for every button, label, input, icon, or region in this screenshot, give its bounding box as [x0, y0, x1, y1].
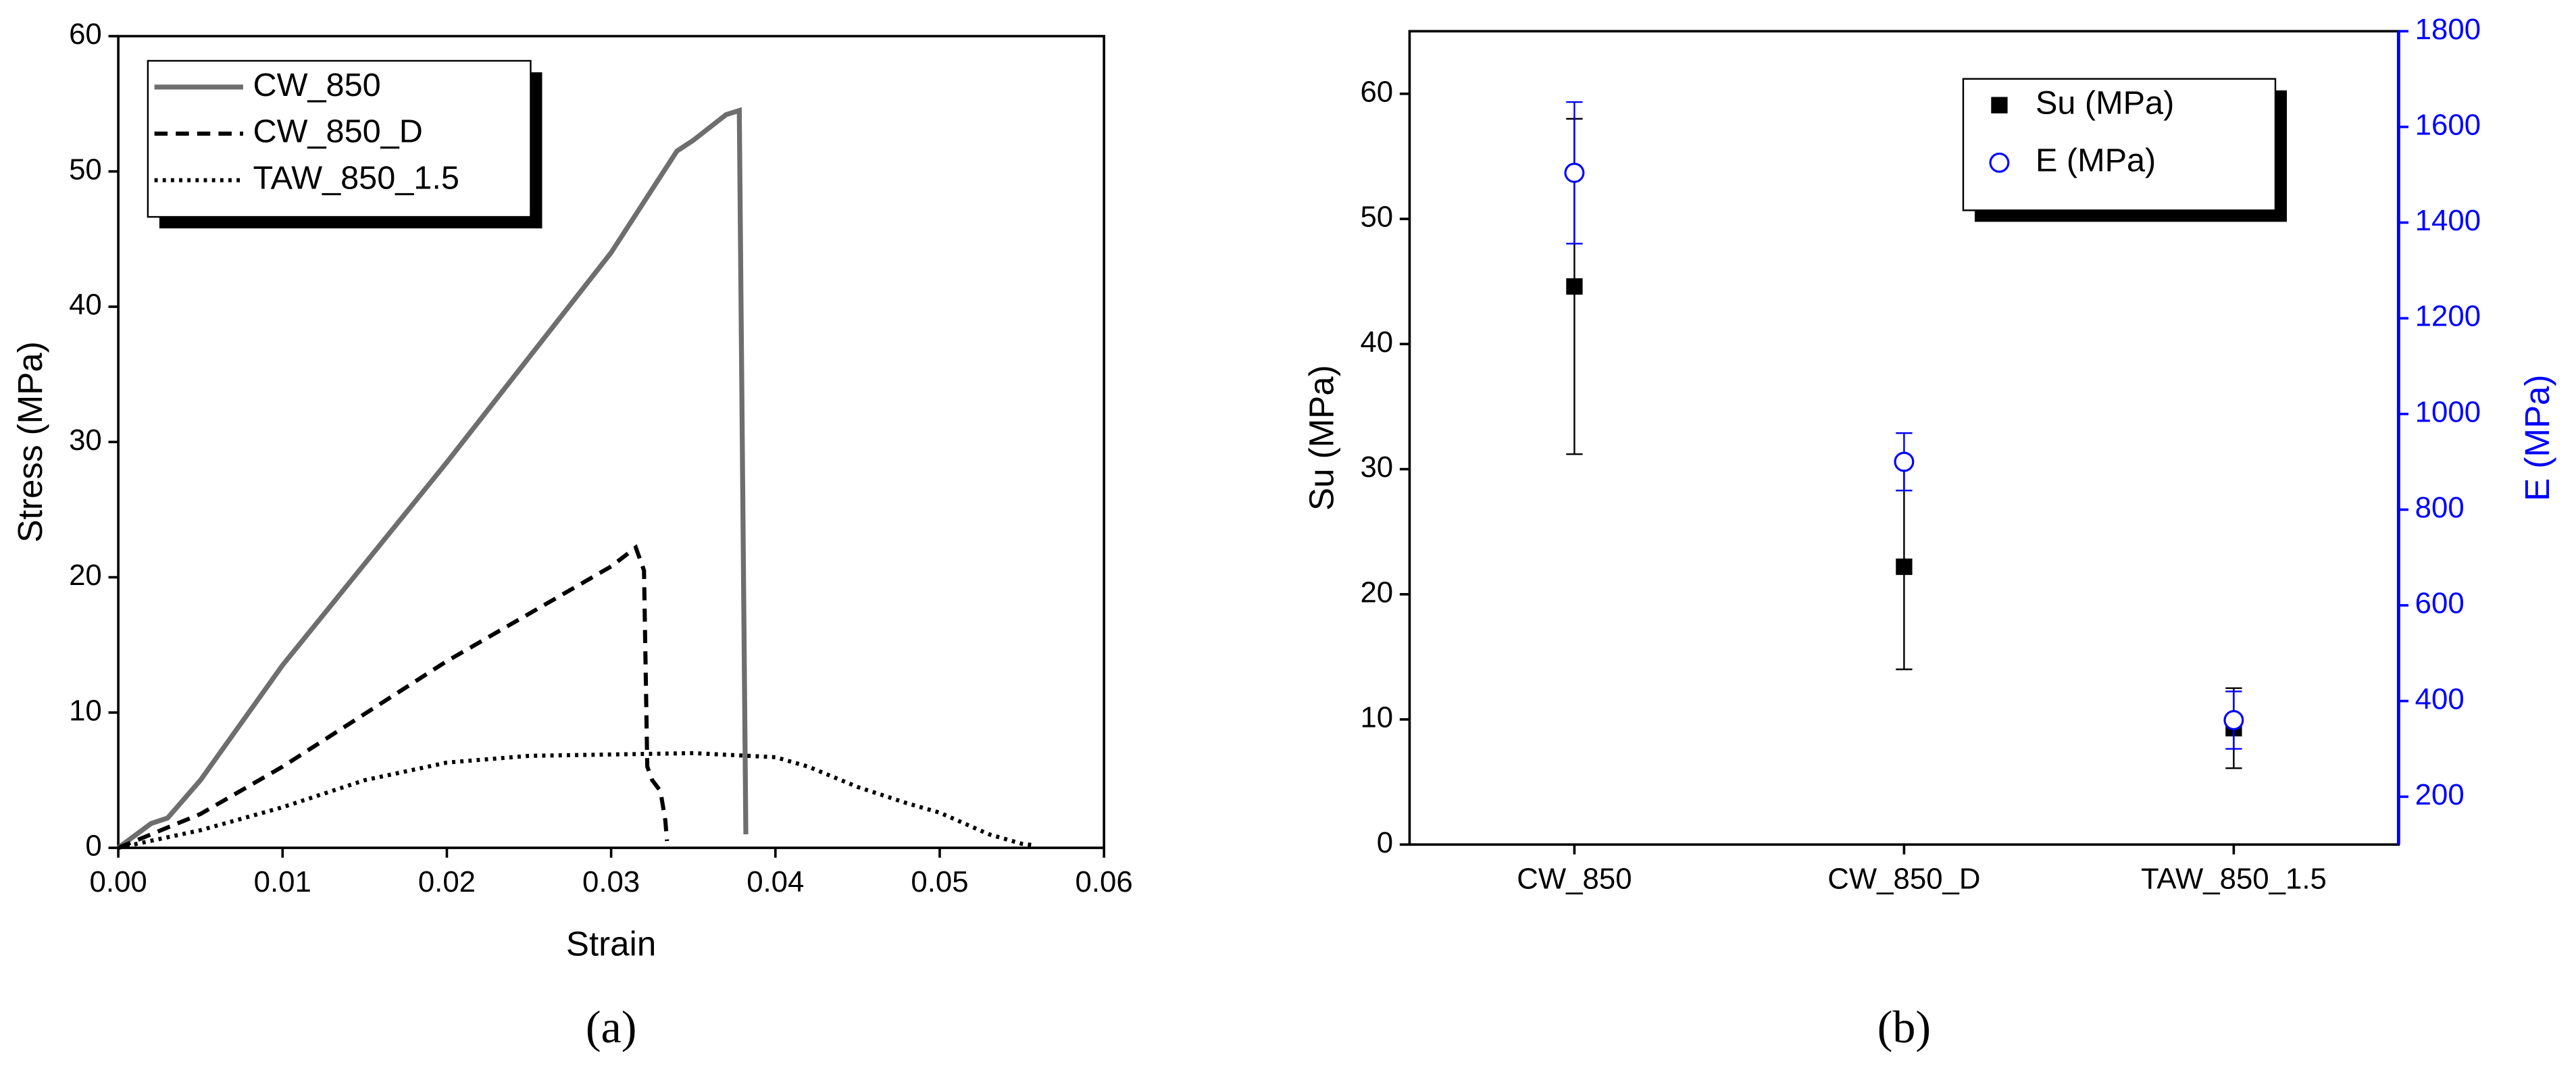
line-series	[117, 544, 670, 850]
x-tick-label: 0.01	[254, 865, 311, 898]
legend-label: CW_850	[253, 67, 380, 103]
y2-tick-label: 600	[2415, 587, 2465, 620]
x-tick-label: TAW_850_1.5	[2141, 862, 2327, 895]
y-tick-label: 0	[1377, 826, 1393, 859]
y-tick-label: 50	[1360, 201, 1393, 234]
x-axis-label: Strain	[566, 924, 656, 963]
y-tick-label: 30	[69, 424, 102, 457]
y-axis-label: Su (MPa)	[1302, 365, 1340, 511]
legend-label: Su (MPa)	[2036, 85, 2174, 122]
y2-tick-label: 1800	[2415, 13, 2481, 46]
x-tick-label: 0.06	[1076, 865, 1133, 898]
legend	[1962, 78, 2277, 211]
legend-label: TAW_850_1.5	[253, 160, 459, 197]
y-tick-label: 0	[85, 830, 101, 863]
marker	[1566, 278, 1583, 295]
x-tick-label: 0.02	[418, 865, 476, 898]
marker	[1894, 451, 1915, 472]
y2-tick-label: 200	[2415, 778, 2465, 811]
y2-tick-label: 1000	[2415, 395, 2481, 428]
marker	[1564, 162, 1585, 183]
marker	[1896, 558, 1913, 576]
y2-tick-label: 1600	[2415, 108, 2481, 141]
line-series	[116, 107, 749, 850]
marker	[1989, 152, 2010, 173]
y2-tick-label: 800	[2415, 491, 2465, 524]
x-tick-label: 0.00	[89, 865, 147, 898]
y-tick-label: 30	[1360, 451, 1393, 484]
y-tick-label: 40	[69, 288, 102, 322]
line-series	[118, 751, 1034, 850]
y-tick-label: 10	[69, 694, 102, 727]
y-tick-label: 10	[1360, 701, 1393, 734]
x-tick-label: CW_850	[1517, 862, 1632, 895]
x-tick-label: 0.05	[911, 865, 968, 898]
x-tick-label: 0.04	[747, 865, 804, 898]
y2-tick-label: 400	[2415, 682, 2465, 715]
legend-label: CW_850_D	[253, 113, 422, 150]
caption: (a)	[586, 1001, 637, 1052]
y-tick-label: 20	[1360, 576, 1393, 609]
y2-tick-label: 1400	[2415, 204, 2481, 237]
y2-tick-label: 1200	[2415, 300, 2481, 333]
y-tick-label: 20	[69, 559, 102, 592]
marker	[2223, 710, 2244, 731]
marker	[1991, 97, 2008, 113]
x-tick-label: CW_850_D	[1827, 862, 1980, 895]
y-tick-label: 40	[1360, 326, 1393, 359]
y2-axis-label: E (MPa)	[2518, 375, 2556, 501]
y-tick-label: 50	[69, 153, 102, 186]
y-axis-label: Stress (MPa)	[11, 341, 49, 542]
y-tick-label: 60	[69, 18, 102, 51]
y-tick-label: 60	[1360, 75, 1393, 108]
legend-label: E (MPa)	[2036, 143, 2156, 179]
caption: (b)	[1877, 1001, 1931, 1052]
x-tick-label: 0.03	[582, 865, 640, 898]
